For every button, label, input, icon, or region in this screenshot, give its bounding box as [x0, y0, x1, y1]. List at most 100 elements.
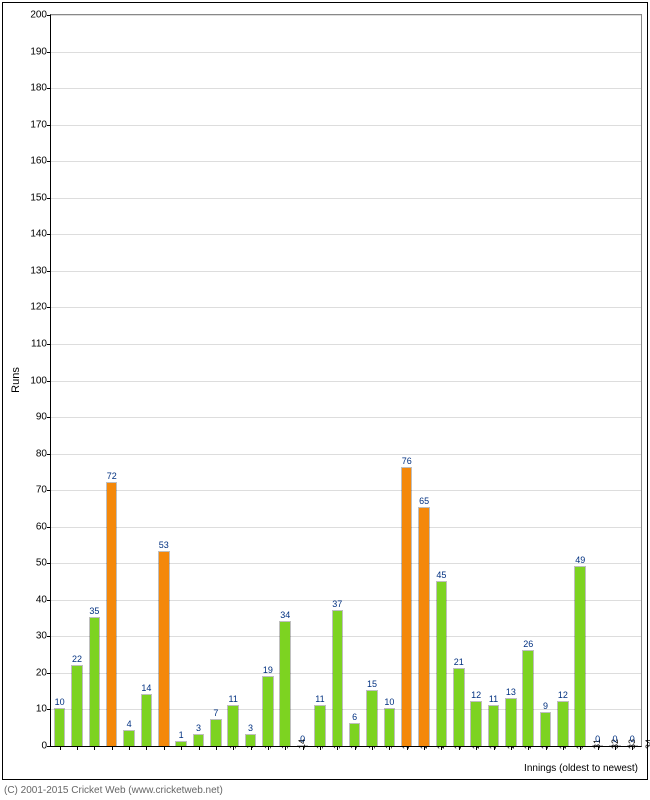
bar	[419, 508, 429, 746]
ytick-label: 20	[36, 667, 51, 678]
bar-value-label: 13	[506, 687, 516, 697]
bar-value-label: 49	[575, 555, 585, 565]
ytick-label: 50	[36, 558, 51, 569]
ytick-label: 40	[36, 594, 51, 605]
bar-value-label: 1	[179, 730, 184, 740]
bar-value-label: 10	[384, 697, 394, 707]
ytick-label: 190	[30, 46, 51, 57]
ytick-label: 10	[36, 704, 51, 715]
bar	[333, 611, 343, 746]
bar-value-label: 21	[454, 657, 464, 667]
bar-value-label: 19	[263, 665, 273, 675]
gridline	[51, 381, 641, 382]
bar-value-label: 34	[280, 610, 290, 620]
gridline	[51, 563, 641, 564]
bar-value-label: 76	[402, 456, 412, 466]
ytick-label: 160	[30, 156, 51, 167]
bar-value-label: 3	[196, 723, 201, 733]
bar-value-label: 35	[89, 606, 99, 616]
xtick-mark	[181, 746, 182, 750]
bar	[107, 483, 117, 746]
ytick-label: 110	[31, 338, 51, 349]
bar	[523, 651, 533, 746]
bar-value-label: 15	[367, 679, 377, 689]
bar-value-label: 3	[248, 723, 253, 733]
bar	[159, 552, 169, 746]
gridline	[51, 88, 641, 89]
bar-value-label: 11	[489, 694, 498, 704]
ytick-label: 100	[30, 375, 51, 386]
ytick-label: 130	[30, 265, 51, 276]
bar-value-label: 45	[436, 570, 446, 580]
xtick-mark	[199, 746, 200, 750]
y-axis-label: Runs	[10, 367, 22, 393]
ytick-label: 30	[36, 631, 51, 642]
bar-value-label: 72	[107, 471, 117, 481]
gridline	[51, 673, 641, 674]
bar-value-label: 22	[72, 654, 82, 664]
bar-value-label: 11	[229, 694, 238, 704]
gridline	[51, 527, 641, 528]
ytick-label: 170	[30, 119, 51, 130]
xtick-mark	[164, 746, 165, 750]
bar-value-label: 11	[315, 694, 324, 704]
bar	[142, 695, 152, 746]
gridline	[51, 125, 641, 126]
ytick-label: 180	[30, 83, 51, 94]
ytick-label: 0	[41, 741, 51, 752]
x-axis-label: Innings (oldest to newest)	[524, 763, 638, 774]
bar	[280, 622, 290, 746]
bar-value-label: 12	[471, 690, 481, 700]
xtick-mark	[129, 746, 130, 750]
ytick-label: 140	[30, 229, 51, 240]
xtick-mark	[112, 746, 113, 750]
bar	[454, 669, 464, 746]
gridline	[51, 636, 641, 637]
gridline	[51, 454, 641, 455]
xtick-mark	[77, 746, 78, 750]
ytick-label: 150	[30, 192, 51, 203]
bar	[402, 468, 412, 746]
gridline	[51, 52, 641, 53]
bar-value-label: 4	[127, 719, 132, 729]
xtick-mark	[146, 746, 147, 750]
ytick-label: 120	[30, 302, 51, 313]
ytick-label: 200	[30, 10, 51, 21]
gridline	[51, 15, 641, 16]
plot-area: 0102030405060708090100110120130140150160…	[50, 14, 642, 747]
bar	[90, 618, 100, 746]
copyright-text: (C) 2001-2015 Cricket Web (www.cricketwe…	[4, 785, 223, 796]
chart-container: 0102030405060708090100110120130140150160…	[0, 0, 650, 800]
xtick-mark	[60, 746, 61, 750]
bar-value-label: 14	[141, 683, 151, 693]
bar	[263, 677, 273, 746]
ytick-label: 90	[36, 412, 51, 423]
gridline	[51, 161, 641, 162]
bar-value-label: 53	[159, 540, 169, 550]
bar-value-label: 26	[523, 639, 533, 649]
bar-value-label: 65	[419, 496, 429, 506]
gridline	[51, 271, 641, 272]
bar-value-label: 37	[332, 599, 342, 609]
bar	[437, 582, 447, 746]
gridline	[51, 600, 641, 601]
bar-value-label: 7	[213, 708, 218, 718]
xtick-mark	[94, 746, 95, 750]
bar-value-label: 9	[543, 701, 548, 711]
bar	[367, 691, 377, 746]
bar	[72, 666, 82, 746]
ytick-label: 70	[36, 485, 51, 496]
gridline	[51, 198, 641, 199]
gridline	[51, 307, 641, 308]
gridline	[51, 709, 641, 710]
gridline	[51, 490, 641, 491]
ytick-label: 60	[36, 521, 51, 532]
ytick-label: 80	[36, 448, 51, 459]
bar-value-label: 12	[558, 690, 568, 700]
gridline	[51, 417, 641, 418]
bar-value-label: 6	[352, 712, 357, 722]
bar	[575, 567, 585, 746]
xtick-label: 34	[632, 739, 650, 749]
bar-value-label: 10	[55, 697, 65, 707]
gridline	[51, 234, 641, 235]
